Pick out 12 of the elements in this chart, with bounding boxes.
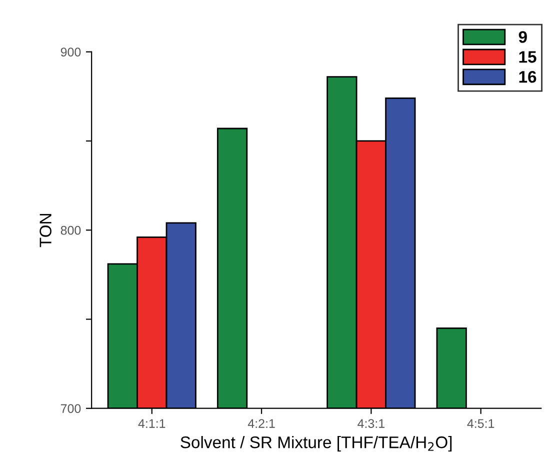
legend-label: 16	[519, 70, 536, 83]
x-tick-label: 4:2:1	[248, 419, 275, 428]
x-tick-label: 4:3:1	[358, 419, 384, 428]
x-tick-label: 4:1:1	[138, 419, 166, 428]
y-tick-label: 900	[60, 48, 81, 57]
legend-label: 15	[519, 51, 536, 63]
x-axis-title: Solvent / SR Mixture [THF/TEA/H$_{2}$O]	[180, 436, 452, 452]
legend-label: 9	[518, 31, 527, 43]
x-tick-label: 4:5:1	[467, 419, 494, 428]
y-tick-label: 800	[60, 226, 81, 235]
y-axis-title: TON	[40, 214, 52, 248]
y-tick-label: 700	[60, 404, 81, 414]
